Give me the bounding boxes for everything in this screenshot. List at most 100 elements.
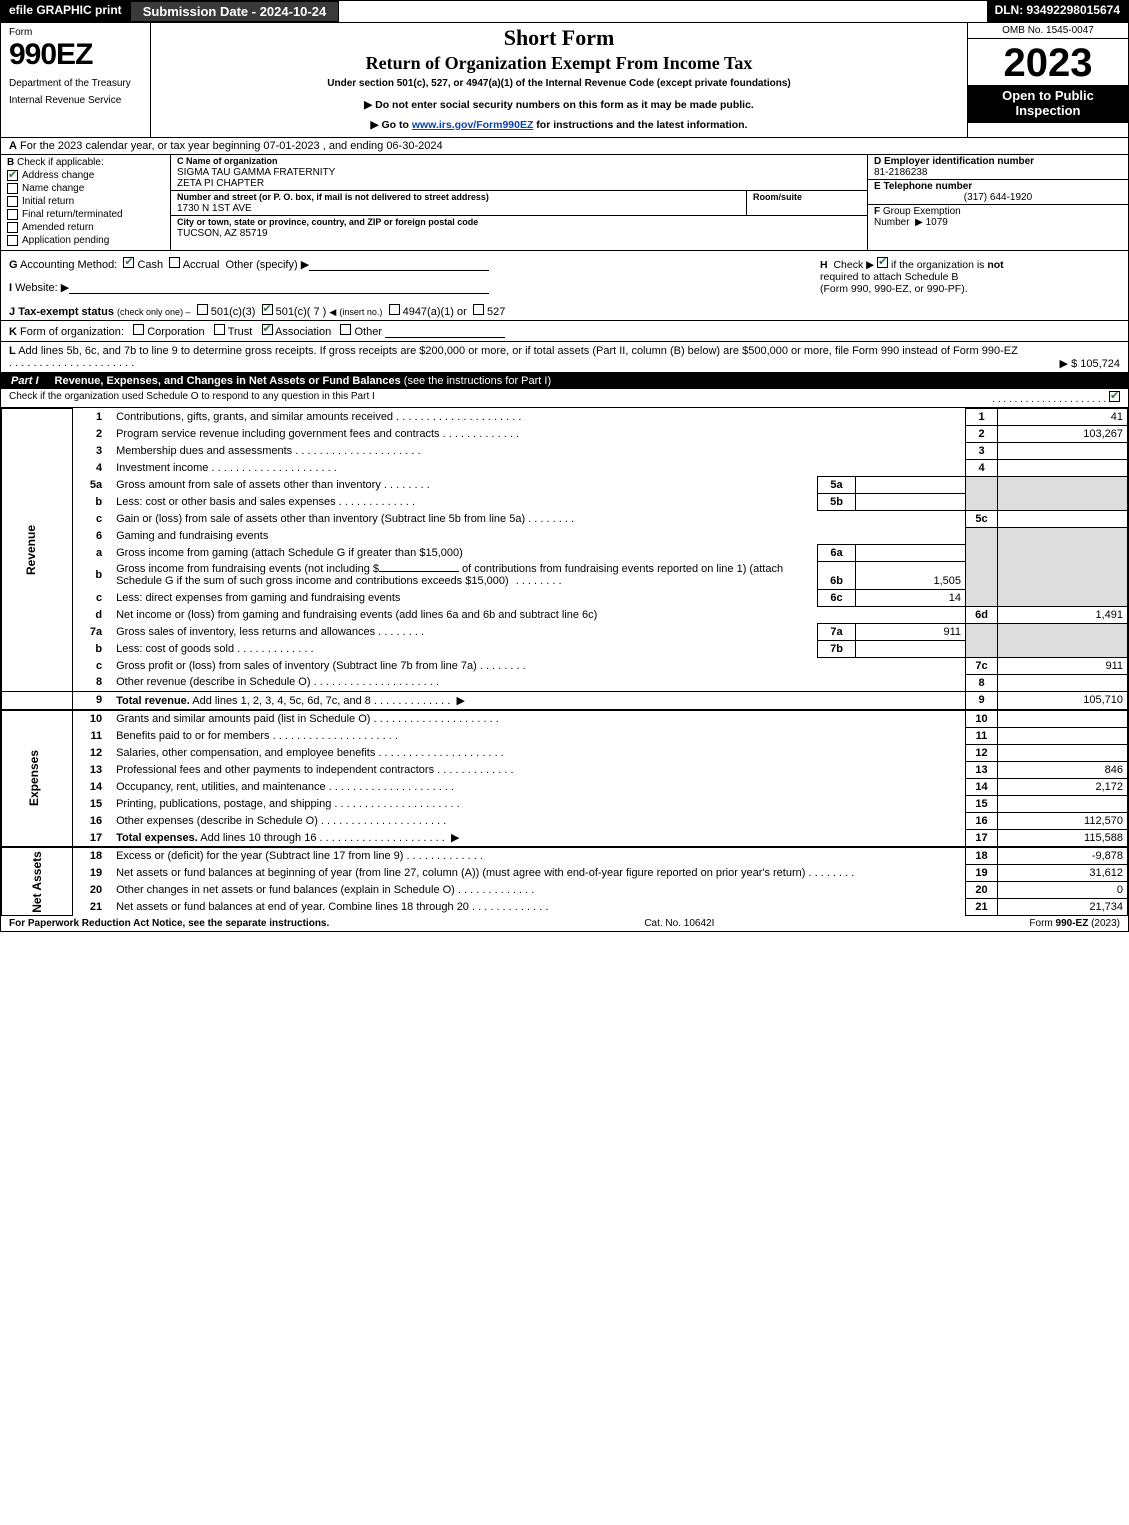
ssn-warning: ▶ Do not enter social security numbers o…: [159, 99, 959, 111]
tax-year: 2023: [968, 39, 1128, 83]
chk-527[interactable]: [473, 304, 484, 315]
org-city: TUCSON, AZ 85719: [177, 228, 268, 239]
line-18-value: -9,878: [998, 847, 1128, 865]
checkbox-icon: [7, 222, 18, 233]
chk-initial-return[interactable]: Initial return: [7, 196, 164, 207]
irs-link[interactable]: www.irs.gov/Form990EZ: [412, 119, 534, 131]
part-1-subheader: Check if the organization used Schedule …: [1, 389, 1128, 408]
net-assets-side-label: Net Assets: [2, 847, 73, 916]
checkbox-icon: [7, 209, 18, 220]
instructions-link-line: ▶ Go to www.irs.gov/Form990EZ for instru…: [159, 119, 959, 131]
omb-number: OMB No. 1545-0047: [968, 23, 1128, 39]
checkbox-icon: [7, 196, 18, 207]
line-1-value: 41: [998, 409, 1128, 426]
line-2-value: 103,267: [998, 426, 1128, 443]
form-990ez-page: efile GRAPHIC print Submission Date - 20…: [0, 0, 1129, 932]
section-a: A For the 2023 calendar year, or tax yea…: [1, 138, 1128, 155]
chk-corporation[interactable]: [133, 324, 144, 335]
line-i: I Website: ▶: [9, 281, 800, 294]
line-9-value: 105,710: [998, 691, 1128, 710]
section-bcdef: B Check if applicable: Address change Na…: [1, 155, 1128, 251]
chk-name-change[interactable]: Name change: [7, 183, 164, 194]
checkbox-icon: [7, 183, 18, 194]
line-7a-value: 911: [856, 623, 966, 640]
line-16-value: 112,570: [998, 812, 1128, 829]
dln-label: DLN: 93492298015674: [987, 1, 1128, 22]
dept-irs: Internal Revenue Service: [9, 95, 142, 106]
header-right: OMB No. 1545-0047 2023 Open to Public In…: [968, 23, 1128, 137]
paperwork-notice: For Paperwork Reduction Act Notice, see …: [9, 918, 329, 929]
website-input[interactable]: [69, 282, 489, 294]
line-5a-value: [856, 477, 966, 494]
org-name: SIGMA TAU GAMMA FRATERNITY: [177, 167, 335, 178]
line-8-value: [998, 674, 1128, 691]
line-10-value: [998, 710, 1128, 728]
section-ghij: G Accounting Method: Cash Accrual Other …: [1, 251, 1128, 321]
top-bar: efile GRAPHIC print Submission Date - 20…: [1, 1, 1128, 22]
section-c: C Name of organization SIGMA TAU GAMMA F…: [171, 155, 868, 250]
dept-treasury: Department of the Treasury: [9, 78, 142, 89]
telephone-value: (317) 644-1920: [874, 192, 1122, 203]
chk-accrual[interactable]: [169, 257, 180, 268]
line-5b-value: [856, 494, 966, 511]
line-19-value: 31,612: [998, 865, 1128, 882]
chk-final-return[interactable]: Final return/terminated: [7, 209, 164, 220]
form-label: Form: [9, 27, 142, 38]
line-4-value: [998, 460, 1128, 477]
chk-schedule-b[interactable]: [877, 257, 888, 268]
line-20-value: 0: [998, 882, 1128, 899]
form-subtitle: Under section 501(c), 527, or 4947(a)(1)…: [159, 78, 959, 89]
ein-value: 81-2186238: [874, 167, 927, 178]
group-exemption-value: ▶ 1079: [915, 217, 948, 228]
public-inspection-badge: Open to Public Inspection: [968, 85, 1128, 123]
checkbox-icon: [7, 170, 18, 181]
part-1-header: Part I Revenue, Expenses, and Changes in…: [1, 373, 1128, 389]
revenue-side-label: Revenue: [2, 409, 73, 692]
line-12-value: [998, 744, 1128, 761]
line-6b-value: 1,505: [856, 561, 966, 589]
chk-other-org[interactable]: [340, 324, 351, 335]
line-5c-value: [998, 511, 1128, 528]
line-l: L Add lines 5b, 6c, and 7b to line 9 to …: [1, 342, 1128, 373]
line-13-value: 846: [998, 761, 1128, 778]
form-header: Form 990EZ Department of the Treasury In…: [1, 22, 1128, 138]
line-7b-value: [856, 640, 966, 657]
line-15-value: [998, 795, 1128, 812]
org-chapter: ZETA PI CHAPTER: [177, 178, 264, 189]
gross-receipts-value: ▶ $ 105,724: [1060, 357, 1120, 370]
chk-association[interactable]: [262, 324, 273, 335]
chk-501c[interactable]: [262, 304, 273, 315]
form-title-long: Return of Organization Exempt From Incom…: [159, 53, 959, 74]
catalog-number: Cat. No. 10642I: [644, 918, 714, 929]
checkbox-icon: [7, 235, 18, 246]
part-1-table: Revenue 1 Contributions, gifts, grants, …: [1, 408, 1128, 916]
form-title-short: Short Form: [159, 25, 959, 51]
expenses-side-label: Expenses: [2, 710, 73, 848]
page-footer: For Paperwork Reduction Act Notice, see …: [1, 916, 1128, 931]
line-g: G Accounting Method: Cash Accrual Other …: [9, 257, 800, 271]
chk-cash[interactable]: [123, 257, 134, 268]
chk-4947[interactable]: [389, 304, 400, 315]
chk-501c3[interactable]: [197, 304, 208, 315]
section-b: B Check if applicable: Address change Na…: [1, 155, 171, 250]
line-21-value: 21,734: [998, 899, 1128, 916]
form-number: 990EZ: [9, 38, 142, 72]
other-specify-input[interactable]: [309, 259, 489, 271]
section-def: D Employer identification number 81-2186…: [868, 155, 1128, 250]
line-3-value: [998, 443, 1128, 460]
chk-address-change[interactable]: Address change: [7, 170, 164, 181]
submission-date-label: Submission Date - 2024-10-24: [130, 1, 340, 22]
line-6c-value: 14: [856, 589, 966, 606]
line-j: J Tax-exempt status (check only one) ‒ 5…: [9, 304, 800, 318]
chk-application-pending[interactable]: Application pending: [7, 235, 164, 246]
efile-label: efile GRAPHIC print: [1, 1, 130, 22]
chk-trust[interactable]: [214, 324, 225, 335]
chk-schedule-o[interactable]: [1109, 391, 1120, 402]
line-6a-value: [856, 544, 966, 561]
line-h: H Check ▶ if the organization is not req…: [800, 257, 1120, 318]
header-center: Short Form Return of Organization Exempt…: [151, 23, 968, 137]
line-11-value: [998, 727, 1128, 744]
org-address: 1730 N 1ST AVE: [177, 203, 252, 214]
header-left: Form 990EZ Department of the Treasury In…: [1, 23, 151, 137]
chk-amended-return[interactable]: Amended return: [7, 222, 164, 233]
